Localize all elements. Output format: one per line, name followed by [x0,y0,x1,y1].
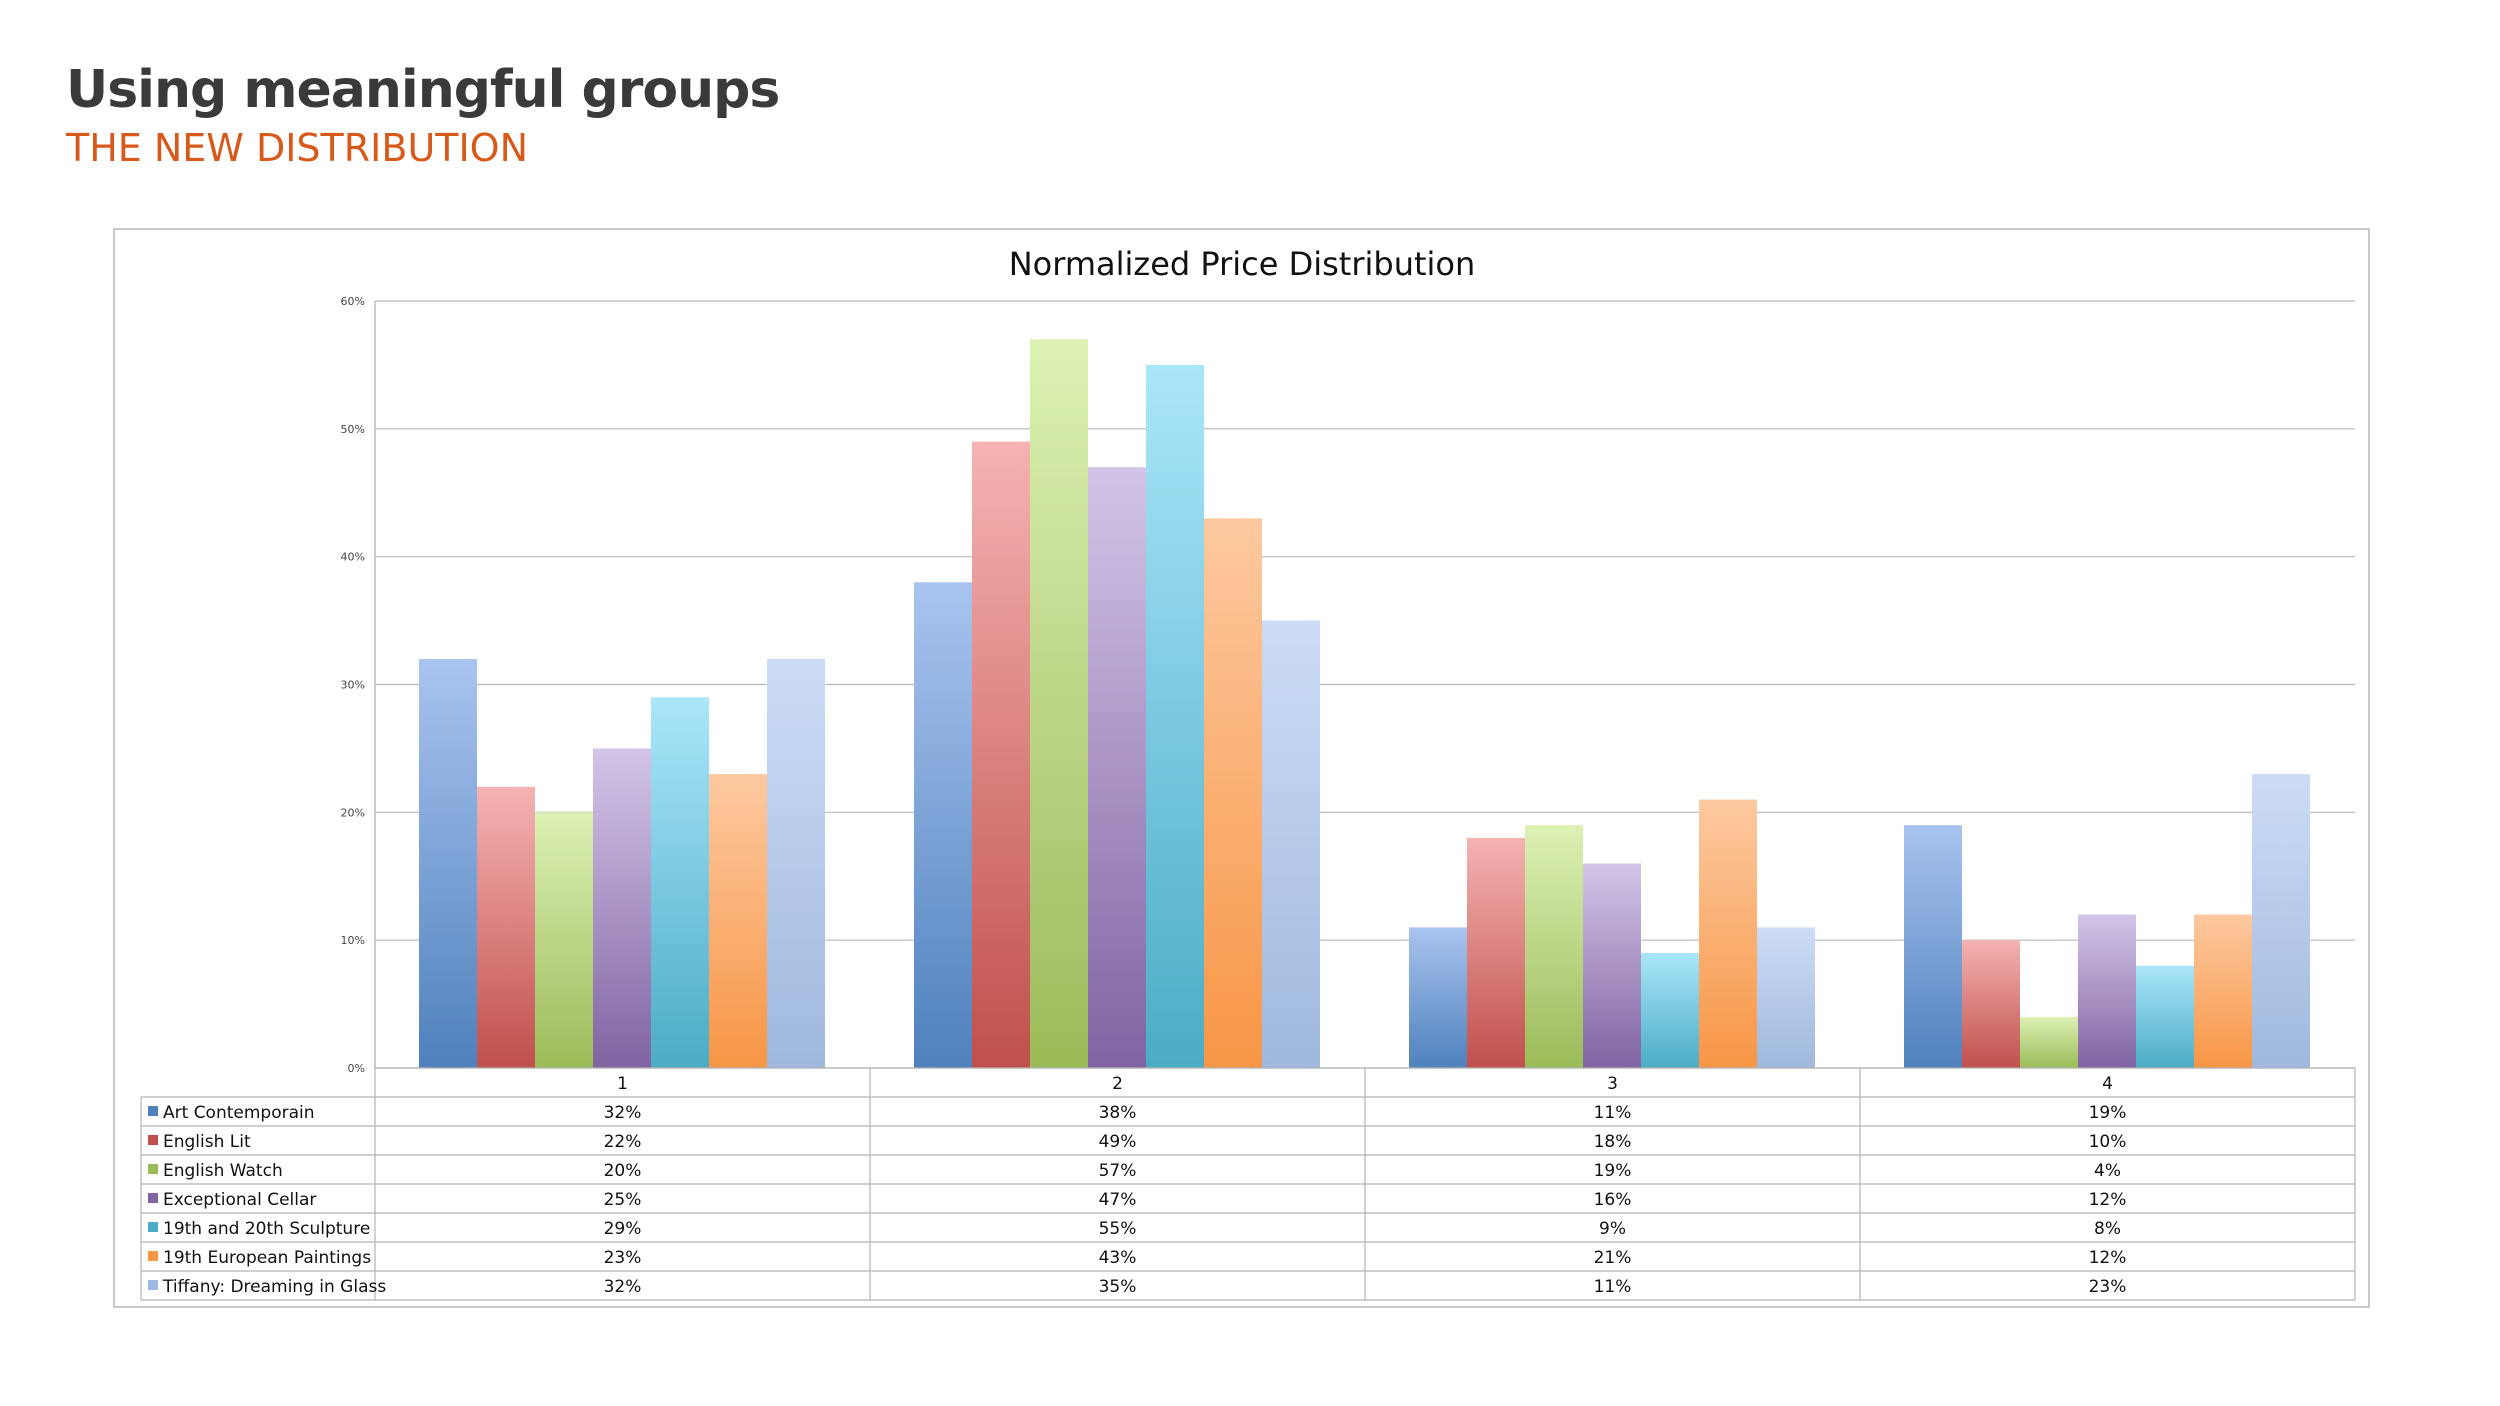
bar-4-4 [2078,914,2136,1068]
bar-7-2 [1262,620,1320,1068]
bar-1-1 [419,658,477,1068]
data-label: 10% [2089,1132,2127,1152]
legend-label: Art Contemporain [163,1103,315,1123]
legend-label: Tiffany: Dreaming in Glass [162,1277,386,1297]
legend-swatch [148,1106,158,1116]
y-tick-label: 40% [341,551,365,564]
legend-label: Exceptional Cellar [163,1190,316,1210]
page-title: Using meaningful groups [66,60,780,120]
bar-4-1 [593,748,651,1068]
bar-4-2 [1088,467,1146,1068]
data-label: 32% [604,1277,642,1297]
y-tick-label: 50% [341,423,365,436]
data-label: 23% [2089,1277,2127,1297]
bar-1-3 [1409,927,1467,1068]
data-label: 12% [2089,1190,2127,1210]
chart-frame: Normalized Price Distribution 0% 10% 20% 30… [113,228,2370,1308]
legend-label: 19th European Paintings [163,1248,371,1268]
bar-3-1 [535,812,593,1068]
data-label: 32% [604,1103,642,1123]
chart-title: Normalized Price Distribution [1009,245,1476,283]
data-label: 55% [1099,1219,1137,1239]
data-label: 22% [604,1132,642,1152]
data-label: 35% [1099,1277,1137,1297]
data-label: 12% [2089,1248,2127,1268]
data-label: 38% [1099,1103,1137,1123]
bar-1-4 [1904,825,1962,1068]
bar-6-1 [709,773,767,1068]
page-subtitle: THE NEW DISTRIBUTION [66,126,529,170]
data-label: 19% [2089,1103,2127,1123]
data-label: 19% [1594,1161,1632,1181]
legend-swatch [148,1222,158,1232]
bar-5-3 [1641,952,1699,1068]
data-label: 20% [604,1161,642,1181]
legend-swatch [148,1193,158,1203]
bar-3-3 [1525,825,1583,1068]
bar-3-2 [1030,339,1088,1069]
data-label: 57% [1099,1161,1137,1181]
legend-swatch [148,1280,158,1290]
bar-2-1 [477,786,535,1068]
y-tick-label: 0% [348,1062,365,1075]
data-label: 9% [1599,1219,1626,1239]
bar-7-4 [2252,773,2310,1068]
data-label: 21% [1594,1248,1632,1268]
bar-2-3 [1467,837,1525,1068]
data-label: 23% [604,1248,642,1268]
legend-label: English Lit [163,1132,251,1152]
x-tick-label: 4 [2102,1074,2113,1094]
bar-5-4 [2136,965,2194,1068]
x-tick-label: 2 [1112,1074,1123,1094]
y-tick-label: 20% [341,806,365,819]
data-table: 1 2 3 4 Art Contemporain 32% 38% 11% 19% English … [140,1067,2356,1301]
bar-1-2 [914,582,972,1068]
bar-5-2 [1146,364,1204,1068]
legend-label: English Watch [163,1161,283,1181]
bar-2-2 [972,441,1030,1068]
data-label: 11% [1594,1277,1632,1297]
y-tick-label: 30% [341,679,365,692]
y-tick-label: 60% [341,295,365,308]
data-label: 43% [1099,1248,1137,1268]
bar-6-2 [1204,518,1262,1068]
bar-6-4 [2194,914,2252,1068]
bar-6-3 [1699,799,1757,1068]
data-label: 29% [604,1219,642,1239]
bars [419,339,2310,1069]
data-label: 47% [1099,1190,1137,1210]
x-tick-label: 3 [1607,1074,1618,1094]
data-label: 11% [1594,1103,1632,1123]
legend-label: 19th and 20th Sculpture [163,1219,370,1239]
data-label: 49% [1099,1132,1137,1152]
bar-7-1 [767,658,825,1068]
y-tick-label: 10% [341,934,365,947]
data-label: 8% [2094,1219,2121,1239]
bar-4-3 [1583,863,1641,1068]
data-label: 18% [1594,1132,1632,1152]
bar-7-3 [1757,927,1815,1068]
price-distribution-chart: Normalized Price Distribution 0% 10% 20% 30… [140,245,2356,1301]
bar-2-4 [1962,940,2020,1068]
x-tick-label: 1 [617,1074,628,1094]
legend-swatch [148,1135,158,1145]
data-label: 25% [604,1190,642,1210]
legend-swatch [148,1251,158,1261]
data-label: 4% [2094,1161,2121,1181]
bar-3-4 [2020,1016,2078,1068]
legend-swatch [148,1164,158,1174]
data-label: 16% [1594,1190,1632,1210]
bar-5-1 [651,697,709,1068]
